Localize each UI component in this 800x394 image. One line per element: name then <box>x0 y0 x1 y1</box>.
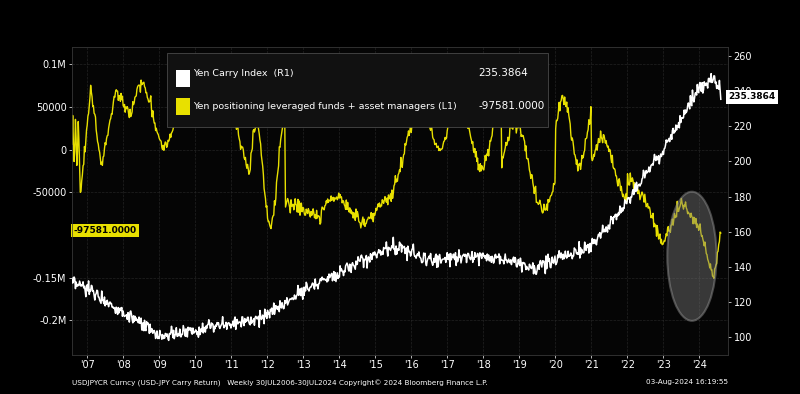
Text: Copyright© 2024 Bloomberg Finance L.P.: Copyright© 2024 Bloomberg Finance L.P. <box>339 379 487 386</box>
Text: -97581.0000: -97581.0000 <box>478 101 545 111</box>
Text: 03-Aug-2024 16:19:55: 03-Aug-2024 16:19:55 <box>646 379 728 385</box>
Text: Yen positioning leveraged funds + asset managers (L1): Yen positioning leveraged funds + asset … <box>194 102 457 111</box>
Text: -97581.0000: -97581.0000 <box>74 226 137 235</box>
Text: 235.3864: 235.3864 <box>729 92 776 101</box>
FancyBboxPatch shape <box>176 98 190 115</box>
FancyBboxPatch shape <box>176 70 190 87</box>
FancyBboxPatch shape <box>167 54 548 127</box>
Text: USDJPYCR Curncy (USD-JPY Carry Return)   Weekly 30JUL2006-30JUL2024: USDJPYCR Curncy (USD-JPY Carry Return) W… <box>72 379 337 386</box>
Text: Yen Carry Index  (R1): Yen Carry Index (R1) <box>194 69 294 78</box>
Text: 235.3864: 235.3864 <box>478 69 529 78</box>
Ellipse shape <box>667 192 717 321</box>
